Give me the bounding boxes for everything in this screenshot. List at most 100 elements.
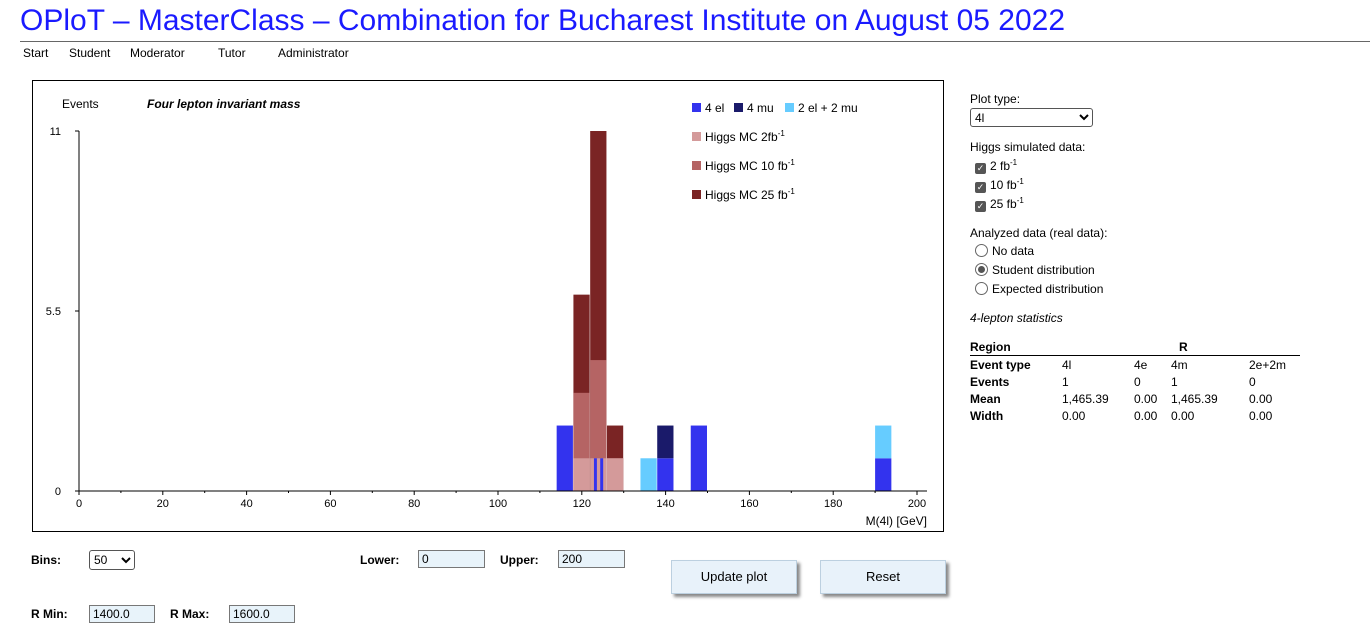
axes-layer: 0 20 40 60 80 100 120 140 160 180 200 0 5.5 11 [46,126,927,510]
higgs-2fb-option[interactable]: ✓ 2 fb-1 [975,158,1017,174]
legend-label-higgs-2: Higgs MC 2fb-1 [705,129,785,144]
higgs-10fb-label: 10 fb [990,178,1017,192]
higgs-sim-label: Higgs simulated data: [970,140,1086,154]
stats-row-events: Events 1 0 1 0 [970,373,1300,390]
bar-data [640,458,657,491]
rmax-label: R Max: [170,607,210,621]
x-tick-label: 140 [656,498,674,510]
x-tick-label: 60 [324,498,336,510]
rmin-input[interactable] [89,605,155,623]
y-tick-label: 0 [55,486,61,498]
radio-student-distribution-button[interactable] [975,263,988,276]
higgs-10fb-checkbox[interactable]: ✓ [975,182,986,193]
rmin-label: R Min: [31,607,68,621]
legend-swatch-higgs-2 [692,132,701,141]
stats-col-header: 4m [1171,357,1188,372]
bar-data [657,458,674,491]
x-tick-label: 20 [157,498,169,510]
plot-title: Four lepton invariant mass [147,97,301,111]
histogram-plot: Events Four lepton invariant mass 0 20 40 6… [32,80,944,532]
stats-cell: Width [970,408,1004,423]
analyzed-data-label: Analyzed data (real data): [970,226,1108,240]
plot-type-select[interactable]: 4l [970,108,1093,127]
y-tick-label: 5.5 [46,306,61,318]
rmax-input[interactable] [229,605,295,623]
stats-cell: Mean [970,391,1001,406]
stats-region-value: R [1171,338,1249,356]
higgs-10fb-option[interactable]: ✓ 10 fb-1 [975,177,1024,193]
bar-data [875,425,892,459]
higgs-10fb-sup: -1 [1016,177,1024,186]
legend-swatch-higgs-25 [692,190,701,199]
stats-header-row: Event type 4l 4e 4m 2e+2m [970,356,1300,374]
higgs-25fb-label: 25 fb [990,197,1017,211]
stats-title: 4-lepton statistics [970,311,1063,325]
radio-student-distribution-label: Student distribution [992,263,1095,277]
page-title: OPloT – MasterClass – Combination for Bu… [20,4,1066,37]
stats-cell: 0.00 [1249,391,1273,406]
stats-col-header: Event type [970,357,1031,372]
plot-type-label: Plot type: [970,92,1021,106]
radio-no-data[interactable]: No data [975,244,1034,258]
legend-label-4el: 4 el [705,101,724,115]
nav-moderator[interactable]: Moderator [130,46,185,60]
stats-blank-cell [1062,338,1134,356]
higgs-25fb-option[interactable]: ✓ 25 fb-1 [975,196,1024,212]
legend-swatch-higgs-10 [692,161,701,170]
radio-expected-distribution[interactable]: Expected distribution [975,282,1103,296]
lower-input[interactable] [418,550,485,568]
bar-data [556,425,573,491]
bar-data [690,425,707,491]
legend-label-2el2mu: 2 el + 2 mu [798,101,858,115]
lower-label: Lower: [360,553,400,567]
stats-cell: 0.00 [1249,408,1273,423]
x-tick-label: 80 [408,498,420,510]
x-tick-label: 0 [76,498,82,510]
legend: 4 el 4 mu 2 el + 2 mu Higgs MC 2fb-1 Hig… [692,101,858,202]
legend-swatch-4el [692,103,701,112]
stats-region-label: Region [970,338,1062,356]
stats-blank-cell [1134,338,1171,356]
legend-label-higgs-10: Higgs MC 10 fb-1 [705,158,795,173]
update-plot-button[interactable]: Update plot [671,560,797,594]
radio-expected-distribution-button[interactable] [975,282,988,295]
bins-label: Bins: [31,553,61,567]
higgs-25fb-sup: -1 [1016,196,1024,205]
legend-label-higgs-25: Higgs MC 25 fb-1 [705,187,795,202]
bar-data [657,425,674,459]
higgs-2fb-label: 2 fb [990,159,1011,173]
legend-swatch-2el2mu [785,103,794,112]
stats-table: Region R Event type 4l 4e 4m 2e+2m Event… [970,338,1300,424]
radio-expected-distribution-label: Expected distribution [992,282,1104,296]
histogram-svg: Events Four lepton invariant mass 0 20 40 6… [46,97,927,528]
bar-higgs-mc [606,458,624,491]
stats-blank-cell [1249,338,1300,356]
radio-student-distribution[interactable]: Student distribution [975,263,1095,277]
stats-col-header: 4e [1134,357,1148,372]
x-tick-label: 100 [489,498,507,510]
stats-cell: Events [970,374,1010,389]
upper-input[interactable] [558,550,625,568]
x-tick-label: 180 [824,498,842,510]
stats-cell: 1,465.39 [1171,391,1218,406]
reset-button[interactable]: Reset [820,560,946,594]
higgs-25fb-checkbox[interactable]: ✓ [975,201,986,212]
stats-cell: 0.00 [1134,408,1158,423]
y-tick-label: 11 [50,126,61,138]
stats-col-header: 4l [1062,357,1072,372]
radio-no-data-button[interactable] [975,244,988,257]
stats-cell: 1 [1062,374,1069,389]
stats-cell: 0.00 [1171,408,1195,423]
nav-administrator[interactable]: Administrator [278,46,349,60]
nav-start[interactable]: Start [23,46,49,60]
higgs-2fb-checkbox[interactable]: ✓ [975,163,986,174]
x-tick-label: 40 [240,498,252,510]
x-tick-label: 200 [908,498,926,510]
bins-select[interactable]: 50 [89,550,135,570]
stats-col-header: 2e+2m [1249,357,1287,372]
stats-cell: 0.00 [1134,391,1158,406]
x-tick-label: 120 [573,498,591,510]
nav-student[interactable]: Student [69,46,111,60]
stats-row-width: Width 0.00 0.00 0.00 0.00 [970,407,1300,424]
nav-tutor[interactable]: Tutor [218,46,246,60]
